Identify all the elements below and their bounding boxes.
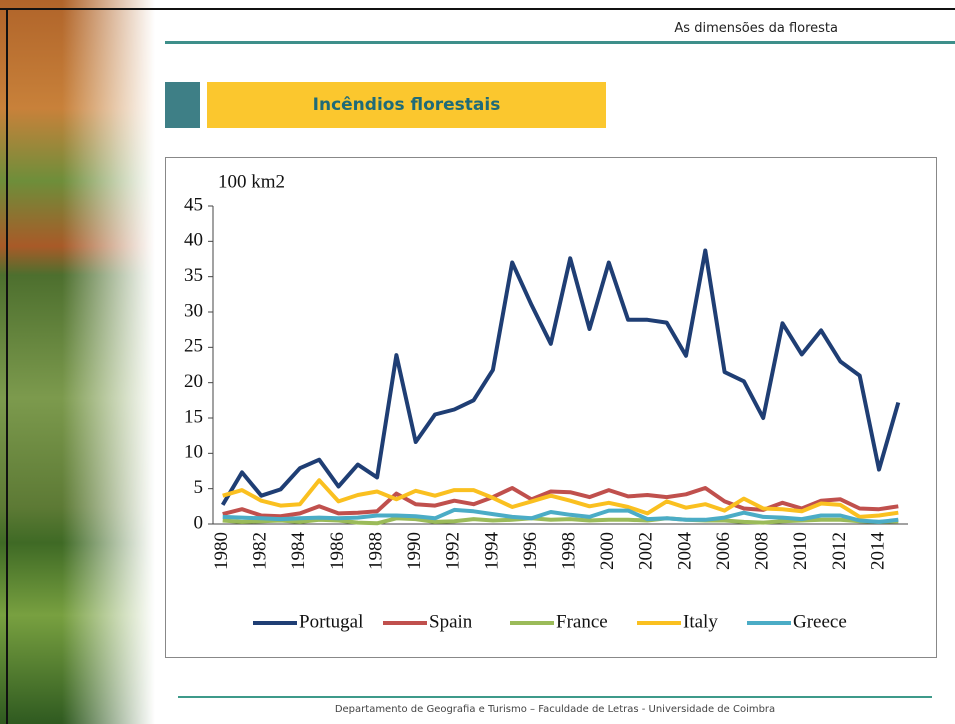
y-tick-label: 45 bbox=[184, 194, 203, 215]
x-tick-label: 1998 bbox=[559, 532, 580, 570]
y-tick-label: 30 bbox=[184, 300, 203, 321]
x-tick-label: 2006 bbox=[713, 532, 734, 570]
x-tick-label: 1982 bbox=[250, 532, 271, 570]
x-tick-label: 2012 bbox=[829, 532, 850, 570]
footer: Departamento de Geografia e Turismo – Fa… bbox=[178, 704, 932, 715]
legend-label: Spain bbox=[429, 611, 473, 632]
legend-label: France bbox=[556, 611, 608, 632]
slide-title: Incêndios florestais bbox=[207, 82, 606, 128]
y-tick-label: 40 bbox=[184, 230, 203, 251]
legend-label: Greece bbox=[793, 611, 847, 632]
x-tick-label: 1988 bbox=[365, 532, 386, 570]
chart-frame bbox=[166, 158, 937, 658]
x-tick-label: 2008 bbox=[752, 532, 773, 570]
x-tick-label: 2010 bbox=[790, 532, 811, 570]
legend-label: Portugal bbox=[299, 611, 363, 632]
y-tick-label: 15 bbox=[184, 406, 203, 427]
border bbox=[6, 8, 8, 724]
x-tick-label: 2002 bbox=[636, 532, 657, 570]
x-tick-label: 1996 bbox=[520, 532, 541, 570]
y-tick-label: 5 bbox=[194, 477, 204, 498]
decorative-image bbox=[0, 0, 155, 724]
y-tick-label: 35 bbox=[184, 265, 203, 286]
y-tick-label: 0 bbox=[194, 512, 204, 533]
x-tick-label: 1994 bbox=[481, 532, 502, 571]
x-tick-label: 1992 bbox=[443, 532, 464, 570]
chart: 100 km2 0 5 10 15 20 25 30 35 40 45 1980 1982 1984 19… bbox=[165, 157, 937, 658]
x-tick-label: 2004 bbox=[674, 532, 695, 571]
x-tick-label: 1980 bbox=[211, 532, 232, 570]
x-tick-label: 1986 bbox=[327, 532, 348, 570]
y-tick-label: 20 bbox=[184, 371, 203, 392]
y-axis-label: 100 km2 bbox=[218, 171, 285, 192]
title-accent bbox=[165, 82, 200, 128]
y-tick-label: 25 bbox=[184, 336, 203, 357]
header-rule bbox=[165, 41, 955, 44]
x-tick-label: 2000 bbox=[597, 532, 618, 570]
x-tick-label: 1990 bbox=[404, 532, 425, 570]
x-tick-label: 1984 bbox=[288, 532, 309, 571]
x-tick-label: 2014 bbox=[867, 532, 888, 571]
border bbox=[0, 8, 955, 10]
slide: As dimensões da floresta Incêndios flore… bbox=[0, 0, 955, 724]
y-tick-label: 10 bbox=[184, 442, 203, 463]
header: As dimensões da floresta bbox=[620, 21, 838, 36]
legend-label: Italy bbox=[683, 611, 718, 632]
footer-rule bbox=[178, 696, 932, 698]
